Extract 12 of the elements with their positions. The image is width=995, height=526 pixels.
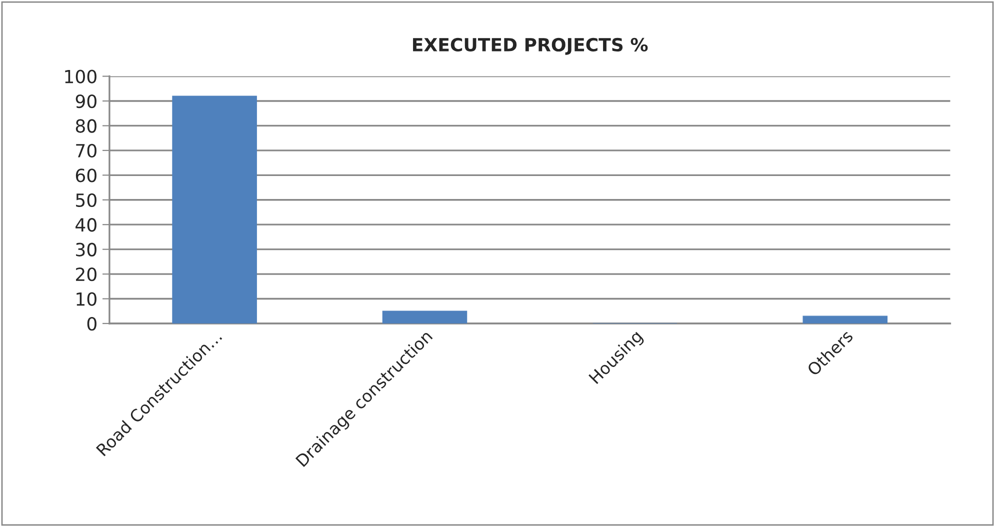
y-tick-label: 30 — [76, 242, 96, 256]
y-tick-label: 90 — [76, 94, 96, 108]
y-tick-label: 40 — [76, 218, 96, 232]
chart-title: EXECUTED PROJECTS % — [413, 38, 648, 55]
y-tick-label: 50 — [76, 193, 96, 207]
y-tick-label: 20 — [76, 268, 96, 282]
y-tick-label: 100 — [65, 70, 96, 84]
y-tick-label: 60 — [76, 168, 96, 182]
y-tick-label: 70 — [76, 144, 96, 158]
y-tick-label: 0 — [87, 316, 96, 331]
y-tick-label: 10 — [76, 292, 96, 306]
y-tick-label: 80 — [76, 119, 96, 133]
